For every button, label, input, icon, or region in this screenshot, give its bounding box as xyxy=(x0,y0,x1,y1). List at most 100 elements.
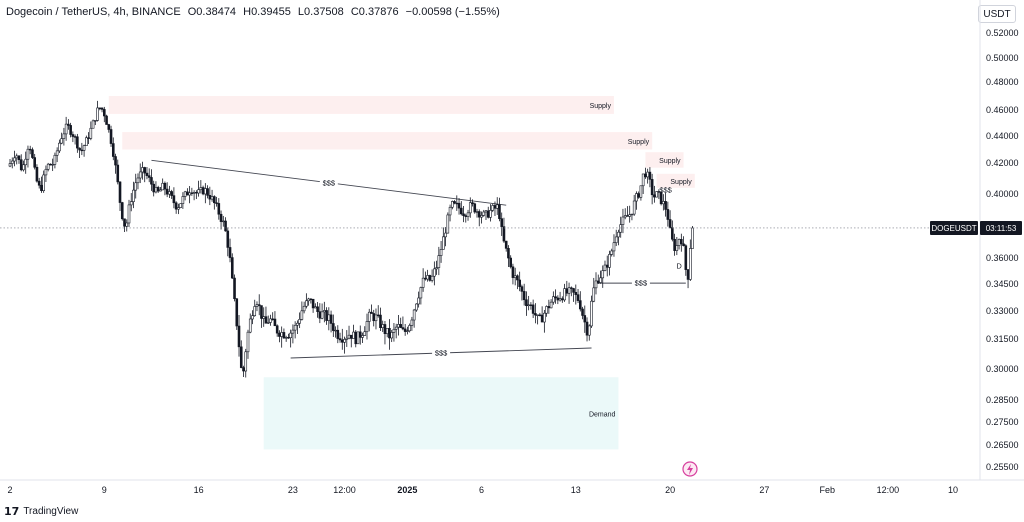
candle-up xyxy=(46,163,50,170)
candle-down xyxy=(33,157,36,168)
candle-up xyxy=(374,314,378,322)
candle-up xyxy=(367,311,371,322)
currency-button[interactable]: USDT xyxy=(978,5,1016,23)
candle-down xyxy=(671,227,674,240)
candle-down xyxy=(71,134,75,137)
candle-up xyxy=(549,301,553,309)
candle-down xyxy=(40,184,43,191)
candle-down xyxy=(143,167,147,174)
candle-down xyxy=(111,143,115,157)
candle-down xyxy=(228,247,232,258)
supply-label-0: Supply xyxy=(590,103,612,110)
candle-up xyxy=(545,306,548,314)
supply-zone-0[interactable] xyxy=(108,96,614,114)
candle-up xyxy=(451,201,454,208)
candle-down xyxy=(338,338,342,341)
y-tick-label: 0.31500 xyxy=(986,334,1019,344)
candle-up xyxy=(26,148,30,160)
candle-up xyxy=(159,189,162,192)
candle-up xyxy=(599,277,602,283)
candle-down xyxy=(213,196,216,204)
supply-zone-1[interactable] xyxy=(122,132,653,150)
candle-up xyxy=(489,210,492,218)
candle-up xyxy=(475,211,479,213)
candle-up xyxy=(415,303,418,311)
candle-down xyxy=(574,292,578,295)
candle-up xyxy=(13,157,16,162)
demand-zone-4[interactable] xyxy=(263,377,619,450)
candle-down xyxy=(372,313,376,322)
supply-zone-3[interactable] xyxy=(656,173,695,188)
candle-up xyxy=(513,275,517,278)
candle-down xyxy=(17,155,21,160)
candle-down xyxy=(648,171,652,180)
candle-up xyxy=(91,120,95,129)
candle-up xyxy=(96,107,99,121)
lightning-icon[interactable] xyxy=(682,461,698,477)
candle-down xyxy=(585,321,589,336)
candle-down xyxy=(156,187,160,192)
candle-down xyxy=(49,163,52,166)
candle-up xyxy=(197,189,200,194)
annotation-1: D xyxy=(676,261,682,270)
candle-down xyxy=(109,129,113,144)
candle-up xyxy=(125,222,129,227)
candle-down xyxy=(114,156,117,166)
candle-down xyxy=(473,203,477,213)
candle-down xyxy=(376,314,380,317)
candle-up xyxy=(466,212,470,217)
candle-down xyxy=(107,124,111,130)
candle-up xyxy=(601,270,605,279)
candle-up xyxy=(621,216,625,225)
candle-down xyxy=(116,164,120,183)
countdown-tag-bg xyxy=(980,220,1022,235)
candle-up xyxy=(410,319,414,326)
candle-down xyxy=(19,159,23,171)
y-tick-label: 0.50000 xyxy=(986,53,1019,63)
candle-down xyxy=(358,331,362,338)
close-value: C0.37876 xyxy=(350,6,399,18)
x-tick-label: 27 xyxy=(759,485,769,495)
candle-down xyxy=(462,213,465,216)
candle-up xyxy=(430,275,434,281)
candle-up xyxy=(677,239,681,246)
candle-down xyxy=(340,339,344,343)
x-tick-label: Feb xyxy=(820,485,836,495)
candle-down xyxy=(565,288,569,294)
candle-down xyxy=(686,269,690,280)
candle-up xyxy=(244,351,248,372)
x-tick-label: 12:00 xyxy=(877,485,900,495)
candle-down xyxy=(540,314,544,323)
candle-up xyxy=(365,321,369,333)
candle-up xyxy=(417,297,420,305)
price-chart[interactable]: Supply Supply Supply Supply Demand $$$ $$$ $$$ $… xyxy=(0,0,1024,505)
candle-up xyxy=(484,210,488,213)
candle-up xyxy=(138,171,142,179)
candle-up xyxy=(204,188,207,195)
candle-up xyxy=(623,215,627,218)
candle-down xyxy=(518,279,521,287)
candle-up xyxy=(55,150,59,156)
candle-up xyxy=(289,332,292,339)
candle-down xyxy=(67,123,70,126)
currency-label: USDT xyxy=(983,8,1011,20)
candle-down xyxy=(534,313,537,316)
candle-down xyxy=(626,215,629,217)
x-tick-label: 16 xyxy=(194,485,204,495)
candle-down xyxy=(464,215,468,217)
x-tick-label: 20 xyxy=(665,485,675,495)
y-tick-label: 0.33000 xyxy=(986,306,1019,316)
annotation-0: $$$ xyxy=(659,185,672,194)
candle-up xyxy=(412,309,416,321)
candle-up xyxy=(42,174,45,191)
supply-zone-2[interactable] xyxy=(645,152,684,168)
candle-up xyxy=(181,196,185,204)
candle-up xyxy=(619,224,623,233)
candle-up xyxy=(293,324,297,331)
tradingview-brand: TradingView xyxy=(23,506,79,517)
candle-up xyxy=(284,337,288,339)
candle-up xyxy=(183,191,187,197)
candle-up xyxy=(392,328,396,333)
x-tick-label: 13 xyxy=(571,485,581,495)
candle-down xyxy=(509,257,512,268)
